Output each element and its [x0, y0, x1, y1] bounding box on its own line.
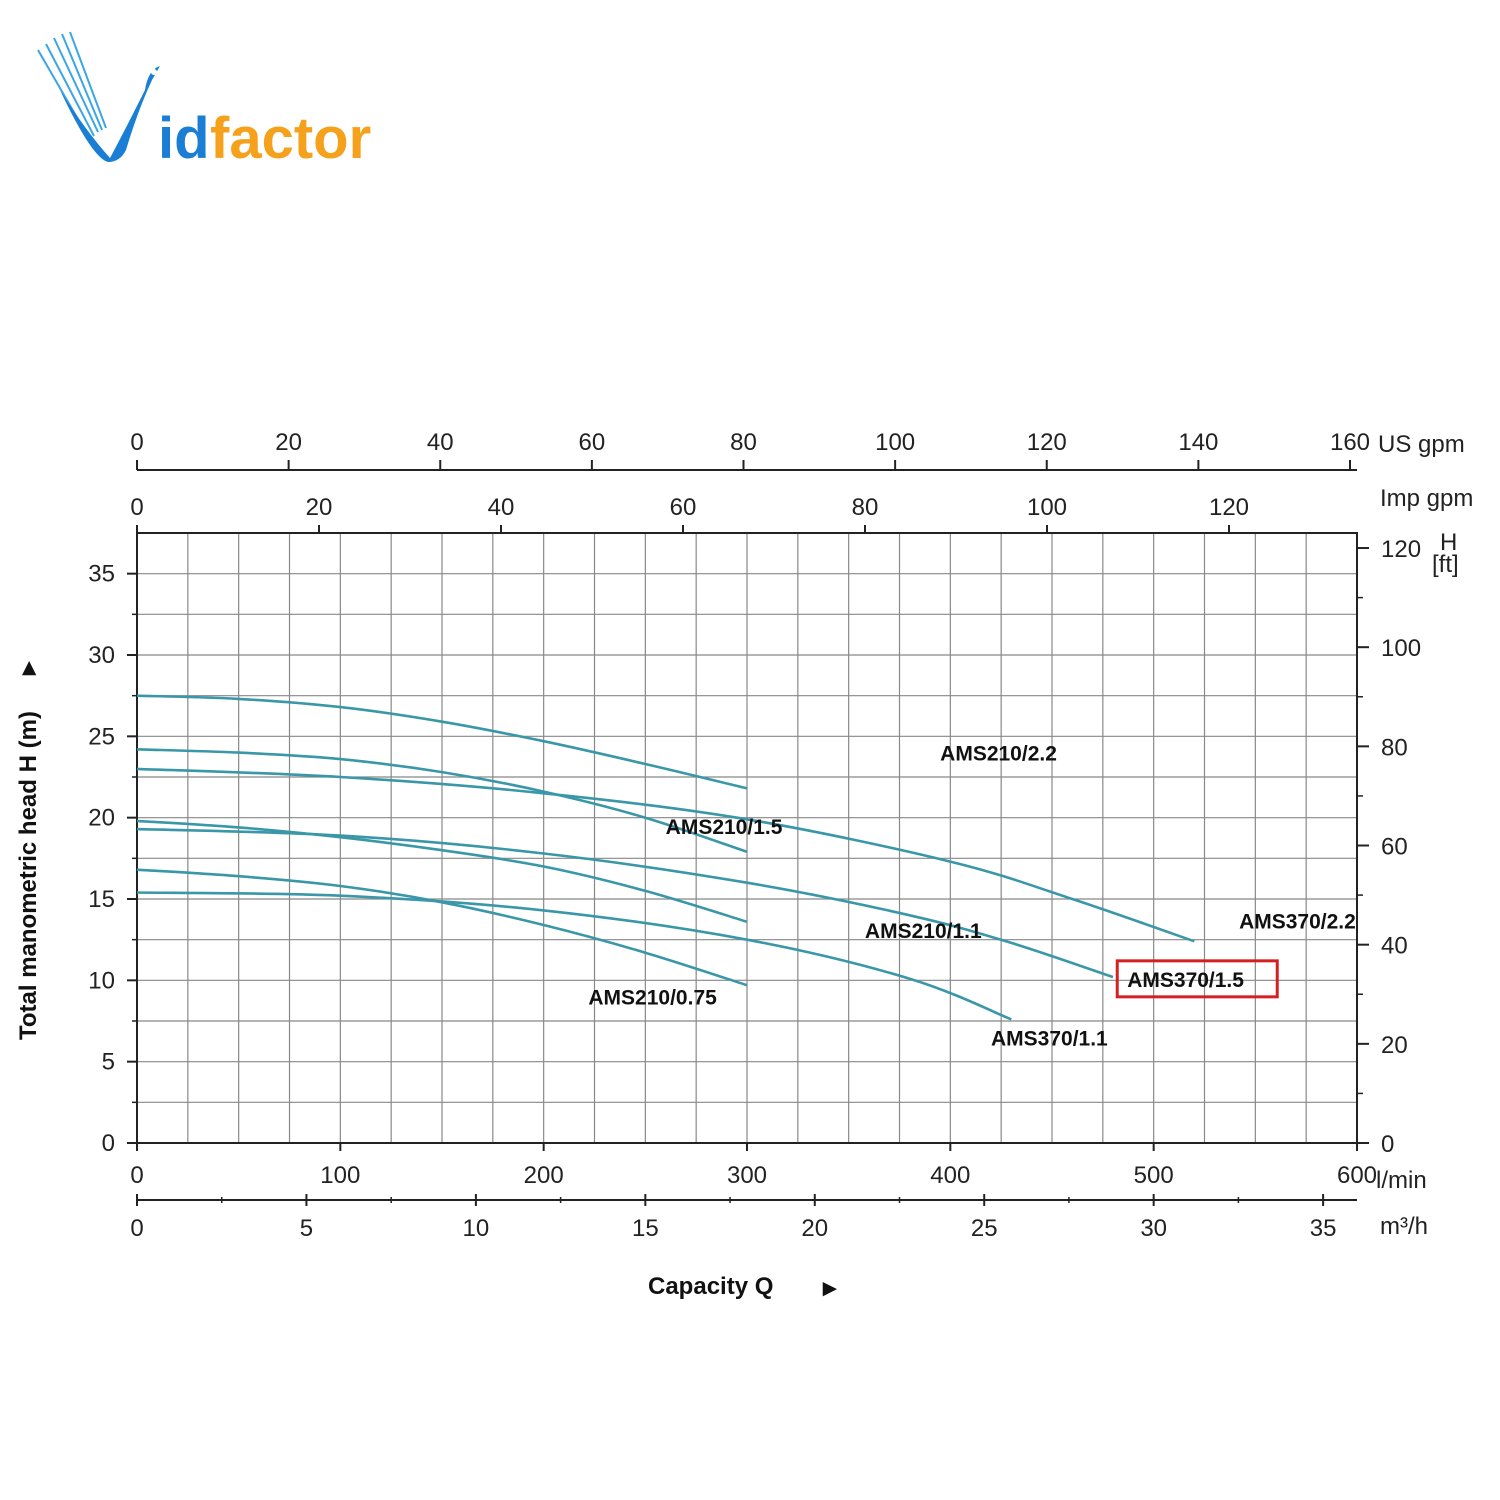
series-label-ams210-0-75: AMS210/0.75: [588, 987, 717, 1010]
x-tick-label-usgpm: 100: [875, 429, 915, 456]
x-tick-label-impgpm: 100: [1027, 494, 1067, 521]
series-curve-ams210-1-1: [136, 819, 748, 924]
y-tick-label-m: 5: [102, 1049, 115, 1076]
series-curve-ams210-1-5: [136, 748, 748, 854]
series-label-ams210-2-2: AMS210/2.2: [940, 743, 1057, 766]
grid: [137, 533, 1357, 1143]
series-label-ams370-2-2: AMS370/2.2: [1239, 910, 1356, 933]
x-tick-label-m3h: 35: [1310, 1215, 1337, 1242]
series-curve-ams210-2-2: [136, 694, 748, 790]
x-tick-label-usgpm: 120: [1027, 429, 1067, 456]
y-tick-label-m: 0: [102, 1130, 115, 1157]
series-curve-ams370-1-1: [136, 891, 1012, 1021]
highlight-box-ams370-1-5: [1115, 959, 1279, 999]
x-tick-label-m3h: 30: [1140, 1215, 1167, 1242]
x-tick-label-m3h: 25: [971, 1215, 998, 1242]
x-tick-label-lmin: 500: [1134, 1162, 1174, 1189]
x-tick-label-impgpm: 120: [1209, 494, 1249, 521]
y-axis-title: Total manometric head H (m): [15, 711, 42, 1040]
y-tick-label-m: 20: [88, 805, 115, 832]
logo-v-shape: [60, 66, 160, 162]
logo-bird-eye: [151, 69, 157, 75]
y-tick-label-m: 15: [88, 886, 115, 913]
series-label-ams370-1-1: AMS370/1.1: [991, 1027, 1108, 1050]
x-tick-label-impgpm: 80: [852, 494, 879, 521]
series-curve-ams370-2-2: [136, 767, 1195, 943]
x-tick-label-lmin: 400: [930, 1162, 970, 1189]
y-tick-label-ft: 40: [1381, 933, 1408, 960]
x-tick-label-m3h: 0: [130, 1215, 143, 1242]
x-tick-label-m3h: 15: [632, 1215, 659, 1242]
x-tick-label-lmin: 600: [1337, 1162, 1377, 1189]
x-tick-label-impgpm: 20: [306, 494, 333, 521]
y-tick-label-m: 35: [88, 561, 115, 588]
y-axis-arrow: ►: [15, 656, 42, 680]
series-label-ams210-1-5: AMS210/1.5: [666, 816, 783, 839]
y-tick-label-ft: 100: [1381, 635, 1421, 662]
x-tick-label-usgpm: 0: [130, 429, 143, 456]
vidfactor-logo: id factor: [37, 31, 371, 170]
x-tick-label-m3h: 10: [463, 1215, 490, 1242]
x-tick-label-impgpm: 0: [130, 494, 143, 521]
y-tick-label-ft: 120: [1381, 536, 1421, 563]
x-tick-label-usgpm: 20: [275, 429, 302, 456]
x-tick-label-impgpm: 40: [488, 494, 515, 521]
x-tick-label-usgpm: 80: [730, 429, 757, 456]
x-tick-label-lmin: 0: [130, 1162, 143, 1189]
series-label-ams210-1-1: AMS210/1.1: [865, 920, 982, 943]
y-tick-label-ft: 60: [1381, 834, 1408, 861]
x-tick-label-lmin: 100: [320, 1162, 360, 1189]
x-tick-label-usgpm: 160: [1330, 429, 1370, 456]
x-tick-label-lmin: 300: [727, 1162, 767, 1189]
logo-text-id: id: [158, 106, 210, 170]
x-tick-label-m3h: 5: [300, 1215, 313, 1242]
y-tick-label-m: 30: [88, 642, 115, 669]
y-tick-label-ft: 80: [1381, 734, 1408, 761]
unit-imp-gpm: Imp gpm: [1380, 485, 1473, 512]
y-tick-label-m: 25: [88, 723, 115, 750]
logo-text-factor: factor: [210, 106, 371, 170]
unit-l-min: l/min: [1376, 1167, 1427, 1194]
unit-m3h: m³/h: [1380, 1213, 1428, 1240]
x-axis-arrow: ►: [818, 1275, 842, 1302]
x-tick-label-usgpm: 40: [427, 429, 454, 456]
unit-us-gpm: US gpm: [1378, 431, 1465, 458]
y-tick-label-m: 10: [88, 967, 115, 994]
unit-ft-label: [ft]: [1432, 551, 1459, 578]
x-tick-label-impgpm: 60: [670, 494, 697, 521]
series-labels: AMS210/2.2 AMS210/1.5 AMS370/2.2 AMS210/1.1…: [588, 743, 1355, 1051]
x-tick-label-m3h: 20: [801, 1215, 828, 1242]
x-tick-label-lmin: 200: [524, 1162, 564, 1189]
x-axis-title: Capacity Q: [648, 1273, 773, 1300]
x-tick-label-usgpm: 140: [1178, 429, 1218, 456]
y-tick-label-ft: 0: [1381, 1131, 1394, 1158]
series-label-ams370-1-5: AMS370/1.5: [1127, 969, 1244, 992]
unit-h-label: H: [1440, 529, 1457, 556]
y-tick-label-ft: 20: [1381, 1032, 1408, 1059]
series-curves: [136, 694, 1195, 1021]
x-tick-label-usgpm: 60: [579, 429, 606, 456]
series-curve-ams370-1-5: [136, 827, 1114, 979]
